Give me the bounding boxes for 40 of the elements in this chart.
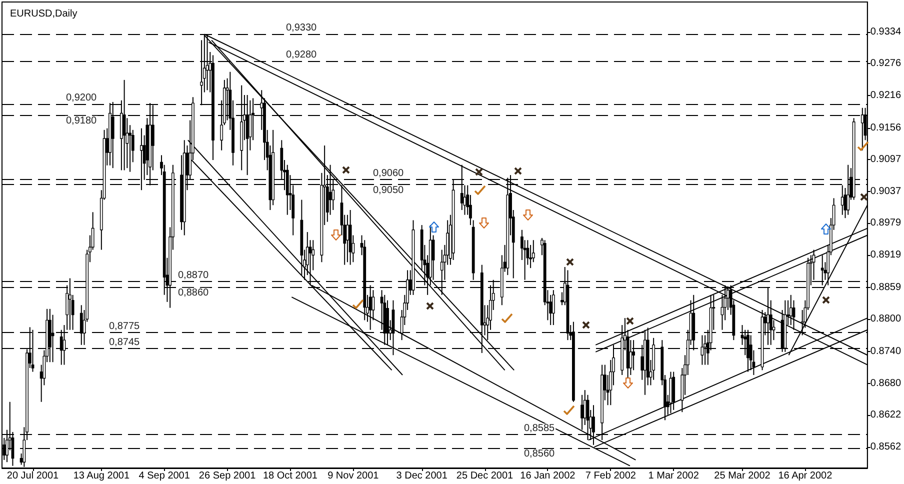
ref-line-label: 0,9180 <box>66 115 98 126</box>
y-tick-label: 0.9216 <box>870 90 902 102</box>
y-tick-label: 0.8562 <box>870 442 902 453</box>
ref-line-label: 0,8775 <box>109 321 140 332</box>
x-tick-label: 26 Sep 2001 <box>198 470 256 482</box>
ref-line-label: 0,8560 <box>524 448 556 460</box>
ref-line-label: 0,9060 <box>373 168 404 179</box>
ref-line-label: 0,9280 <box>286 50 318 61</box>
x-tick-label: 7 Feb 2002 <box>585 470 636 482</box>
x-tick-label: 1 Mar 2002 <box>648 470 700 482</box>
ref-line-label: 0,9050 <box>373 185 404 196</box>
y-tick-label: 0.8919 <box>870 250 902 261</box>
x-tick-label: 3 Dec 2001 <box>396 470 448 482</box>
x-tick-label: 16 Jan 2002 <box>520 470 576 482</box>
x-tick-label: 25 Dec 2001 <box>456 470 514 482</box>
x-tick-label: 20 Jul 2001 <box>6 470 60 482</box>
y-tick-label: 0.9276 <box>870 58 902 69</box>
ref-line-label: 0,8745 <box>109 337 140 348</box>
y-tick-label: 0.9156 <box>870 122 902 134</box>
ref-line-label: 0,8860 <box>178 287 210 298</box>
x-tick-label: 18 Oct 2001 <box>262 470 318 482</box>
x-tick-label: 16 Apr 2002 <box>778 470 833 482</box>
y-tick-label: 0.8622 <box>870 409 902 420</box>
x-tick-label: 4 Sep 2001 <box>138 470 190 482</box>
ref-line-label: 0,8870 <box>178 270 210 281</box>
ref-line-label: 0,9330 <box>286 22 318 34</box>
ref-line-label: 0,9200 <box>66 92 98 104</box>
y-tick-label: 0.9097 <box>870 154 902 165</box>
y-tick-label: 0.8740 <box>870 346 902 357</box>
x-tick-label: 13 Aug 2001 <box>73 470 130 482</box>
y-tick-label: 0.8680 <box>870 378 902 390</box>
y-tick-label: 0.9037 <box>870 186 902 198</box>
x-tick-label: 9 Nov 2001 <box>328 470 380 482</box>
ref-line-label: 0,8585 <box>524 423 556 434</box>
x-tick-label: 25 Mar 2002 <box>714 470 771 482</box>
y-tick-label: 0.8859 <box>870 282 902 293</box>
y-tick-label: 0.8800 <box>870 314 902 325</box>
y-tick-label: 0.8979 <box>870 217 902 228</box>
y-tick-label: 0.9334 <box>870 26 902 38</box>
text: EURUSD,Daily <box>10 8 78 20</box>
